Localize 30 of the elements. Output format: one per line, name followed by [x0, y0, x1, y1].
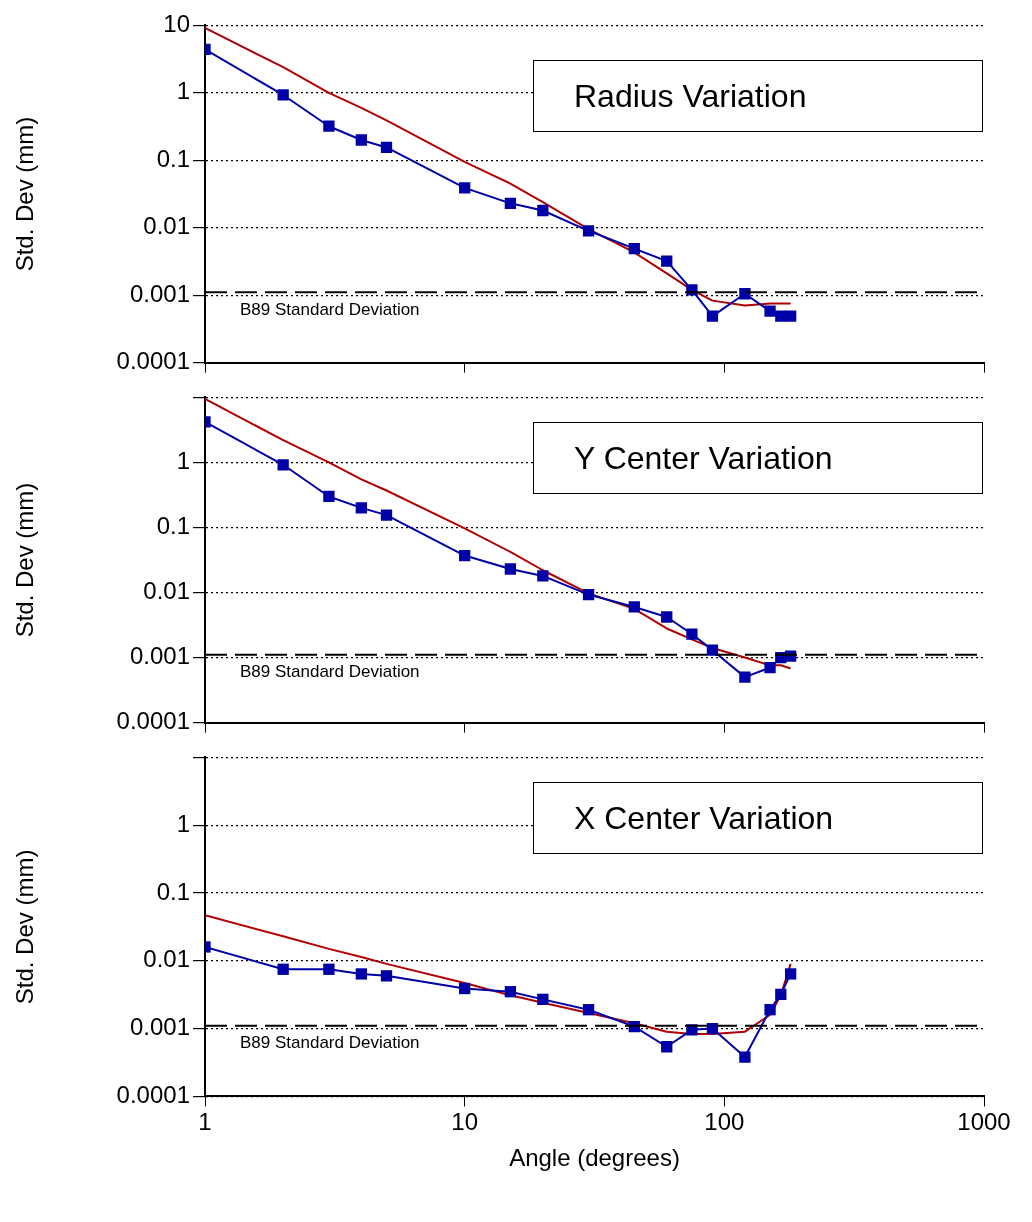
y-tick-label: 0.01 [143, 945, 190, 973]
y-tick-label: 0.0001 [116, 707, 190, 735]
x-tick-label: 1 [198, 1108, 212, 1136]
ref-line-label: B89 Standard Deviation [240, 299, 420, 319]
y-tick-label: 0.0001 [116, 1081, 190, 1109]
y-tick-label: 0.1 [156, 144, 190, 172]
y-axis-title: Std. Dev (mm) [11, 116, 39, 272]
y-tick-label: 0.001 [129, 642, 190, 670]
y-tick-label: 0.001 [129, 1013, 190, 1041]
y-tick-label: 1 [176, 447, 190, 475]
title-box: Y Center Variation [533, 422, 983, 494]
x-tick-label: 10 [451, 1108, 479, 1136]
ref-line-label: B89 Standard Deviation [240, 662, 420, 682]
y-tick-label: 0.001 [129, 279, 190, 307]
x-axis-title: Angle (degrees) [509, 1144, 680, 1172]
y-tick-label: 0.0001 [116, 347, 190, 375]
x-tick-label: 100 [704, 1108, 745, 1136]
y-tick-label: 1 [176, 809, 190, 837]
y-tick-label: 0.1 [156, 877, 190, 905]
title-box: Radius Variation [533, 60, 983, 132]
y-axis-title: Std. Dev (mm) [11, 849, 39, 1005]
title-box: X Center Variation [533, 782, 983, 854]
y-tick-label: 0.1 [156, 512, 190, 540]
x-tick-label: 1000 [957, 1108, 1011, 1136]
y-tick-label: 1 [176, 77, 190, 105]
ref-line-label: B89 Standard Deviation [240, 1032, 420, 1052]
y-tick-label: 10 [163, 10, 190, 38]
y-tick-label: 0.01 [143, 212, 190, 240]
y-tick-label: 0.01 [143, 577, 190, 605]
y-axis-title: Std. Dev (mm) [11, 482, 39, 638]
